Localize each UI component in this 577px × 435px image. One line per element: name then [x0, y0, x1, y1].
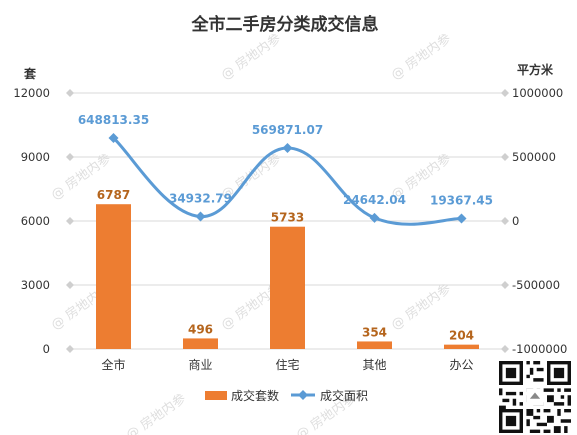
right-axis-tick-label: 1000000 — [512, 86, 563, 100]
line-series: 648813.35 34932.79 569871.07 24642.04 19367.… — [78, 113, 493, 226]
bar-series: 6787 496 5733 354 204 — [96, 188, 479, 349]
watermark-text: @ 房地内参 — [218, 31, 284, 84]
line-point — [195, 211, 206, 222]
bar-data-label: 354 — [362, 325, 387, 339]
left-axis-tick-label: 12000 — [13, 86, 50, 100]
category-label: 办公 — [449, 357, 473, 372]
left-axis-tick-marker — [66, 345, 74, 353]
legend[interactable]: 成交套数 成交面积 — [205, 388, 368, 403]
left-axis-ticks: 0 3000 6000 9000 12000 — [13, 86, 50, 356]
right-axis-unit: 平方米 — [517, 62, 554, 77]
line-data-label: 34932.79 — [169, 192, 232, 206]
legend-bar-swatch — [205, 391, 227, 400]
line-data-label: 19367.45 — [430, 194, 493, 208]
right-axis-tick-label: -1000000 — [512, 342, 567, 356]
right-axis-tick-label: -500000 — [512, 278, 560, 292]
line-data-label: 648813.35 — [78, 113, 149, 127]
bar — [96, 204, 131, 349]
legend-bar-label: 成交套数 — [231, 388, 279, 403]
watermark-text: @ 房地内参 — [388, 281, 454, 334]
legend-line-marker — [298, 390, 308, 400]
left-axis-tick-label: 9000 — [21, 150, 50, 164]
bar-data-label: 204 — [449, 329, 474, 343]
category-label: 其他 — [362, 358, 386, 372]
line-point — [456, 213, 467, 224]
bar — [183, 338, 218, 349]
left-axis-tick-label: 6000 — [21, 214, 50, 228]
left-axis-tick-marker — [66, 89, 74, 97]
left-axis-unit: 套 — [23, 66, 37, 81]
right-axis-tick-label: 500000 — [512, 150, 556, 164]
right-axis-tick-marker — [501, 153, 509, 161]
right-axis-tick-marker — [501, 281, 509, 289]
chart-title: 全市二手房分类成交信息 — [191, 14, 379, 35]
bar-data-label: 5733 — [271, 211, 304, 225]
left-axis-tick-label: 3000 — [21, 278, 50, 292]
bar — [444, 344, 479, 349]
line-data-label: 569871.07 — [252, 123, 323, 137]
left-axis-tick-label: 0 — [43, 342, 50, 356]
bar — [270, 226, 305, 349]
right-axis-ticks: -1000000 -500000 0 500000 1000000 — [512, 86, 567, 356]
right-axis-tick-label: 0 — [512, 214, 519, 228]
right-axis-tick-marker — [501, 89, 509, 97]
left-axis-tick-marker — [66, 153, 74, 161]
line-data-label: 24642.04 — [343, 193, 406, 207]
watermark-text: @ 房地内参 — [123, 391, 189, 435]
legend-line-label: 成交面积 — [320, 388, 368, 403]
category-label: 住宅 — [275, 357, 299, 372]
left-axis-tick-marker — [66, 281, 74, 289]
line-point — [369, 212, 380, 223]
line-point — [282, 143, 293, 154]
right-axis-tick-marker — [501, 345, 509, 353]
category-labels: 全市 商业 住宅 其他 办公 — [101, 357, 473, 372]
right-axis-tick-marker — [501, 217, 509, 225]
left-axis-tick-marker — [66, 217, 74, 225]
line-point — [108, 132, 119, 143]
category-label: 商业 — [188, 357, 212, 372]
bar-data-label: 6787 — [97, 188, 130, 202]
bar-data-label: 496 — [188, 322, 213, 336]
category-label: 全市 — [101, 357, 125, 372]
qr-code-icon — [499, 361, 571, 433]
watermark-text: @ 房地内参 — [388, 31, 454, 84]
bar — [357, 341, 392, 349]
